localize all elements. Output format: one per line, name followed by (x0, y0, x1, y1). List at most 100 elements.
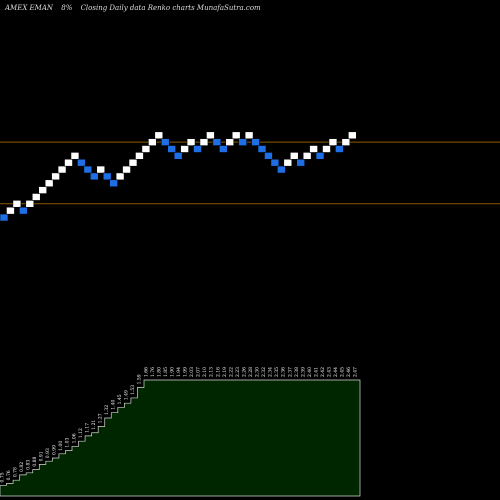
volume-label: 1.40 (111, 400, 117, 410)
volume-label: 2.38 (294, 367, 300, 377)
renko-brick-up (122, 165, 131, 174)
volume-label: 0.91 (39, 451, 45, 461)
caption-label: Closing Daily data Renko charts MunafaSu… (80, 4, 261, 12)
renko-brick-down (315, 152, 325, 160)
volume-label: 1.12 (78, 428, 84, 438)
volume-label: 0.83 (25, 460, 31, 470)
renko-brick-down (77, 158, 86, 167)
volume-label: 2.41 (313, 367, 319, 377)
volume-label: 1.03 (65, 437, 71, 447)
renko-brick-down (193, 145, 202, 153)
level-lines (0, 141, 500, 205)
volume-label: 2.43 (327, 367, 333, 377)
volume-label: 2.34 (268, 367, 274, 377)
volume-label: 2.22 (228, 367, 234, 377)
volume-label: 2.19 (222, 367, 228, 377)
volume-label: 2.44 (333, 367, 339, 377)
renko-brick-up (309, 145, 318, 153)
volume-label: 1.32 (104, 405, 110, 415)
chart-header: AMEX EMAN 8% Closing Daily data Renko ch… (5, 4, 267, 12)
renko-brick-up (51, 172, 60, 181)
renko-brick-up (57, 165, 67, 174)
renko-brick-up (244, 131, 254, 140)
renko-brick-up (283, 158, 293, 167)
volume-label: 1.17 (84, 423, 90, 433)
volume-label: 2.35 (274, 367, 280, 377)
renko-brick-down (238, 138, 247, 146)
renko-brick-up (64, 158, 73, 167)
volume-label: 2.26 (241, 367, 247, 377)
renko-brick-up (347, 131, 357, 140)
volume-label: 2.37 (287, 367, 293, 377)
renko-brick-down (277, 165, 286, 174)
renko-brick-down (0, 213, 9, 222)
renko-brick-down (83, 165, 93, 174)
volume-label: 0.76 (6, 470, 12, 480)
volume-label: 2.42 (320, 367, 326, 377)
renko-brick-up (186, 138, 196, 146)
renko-brick-up (231, 131, 241, 140)
volume-label: 1.94 (176, 367, 182, 377)
volume-label: 1.80 (156, 367, 162, 377)
renko-brick-up (135, 152, 144, 160)
volume-label: 1.85 (163, 367, 169, 377)
volume-label: 2.28 (248, 367, 254, 377)
renko-brick-up (25, 200, 35, 208)
renko-brick-up (289, 152, 299, 160)
volume-label: 2.03 (189, 367, 195, 377)
renko-brick-down (219, 145, 228, 153)
volume-label: 1.90 (169, 367, 175, 377)
volume-label: 0.82 (19, 462, 25, 472)
renko-brick-up (322, 145, 331, 153)
volume-label: 1.00 (58, 441, 64, 451)
volume-label: 2.46 (346, 367, 352, 377)
renko-brick-down (90, 172, 99, 181)
renko-brick-up (148, 138, 157, 146)
volume-labels: 0.75 0.76 0.780.82 0.83 0.880.91 0.93 0.99 1.00… (0, 367, 359, 483)
volume-label: 2.10 (202, 367, 208, 377)
renko-brick-up (96, 165, 106, 174)
renko-brick-down (167, 145, 176, 153)
renko-brick-up (154, 131, 164, 140)
renko-brick-up (328, 138, 338, 146)
renko-brick-down (109, 179, 118, 188)
renko-brick-down (251, 138, 260, 146)
volume-label: 2.32 (261, 367, 267, 377)
renko-brick-down (102, 172, 112, 181)
renko-brick-up (38, 186, 48, 194)
volume-label: 1.45 (117, 394, 123, 404)
renko-brick-up (44, 179, 54, 188)
renko-brick-up (141, 145, 151, 153)
volume-label: 2.40 (307, 367, 313, 377)
renko-brick-up (341, 138, 351, 146)
renko-brick-up (206, 131, 215, 140)
volume-profile (0, 379, 361, 497)
volume-label: 2.23 (235, 367, 241, 377)
renko-brick-up (31, 193, 41, 201)
volume-label: 0.78 (12, 467, 18, 477)
ticker-label: AMEX EMAN (5, 4, 53, 12)
renko-brick-down (296, 158, 306, 167)
renko-brick-up (199, 138, 209, 146)
volume-label: 2.45 (340, 367, 346, 377)
volume-label: 0.88 (32, 456, 38, 466)
volume-label: 1.06 (71, 433, 77, 443)
renko-brick-down (160, 138, 170, 146)
renko-brick-down (257, 145, 267, 153)
renko-brick-down (19, 206, 28, 215)
volume-label: 1.53 (130, 385, 136, 395)
volume-label: 0.99 (52, 445, 58, 455)
volume-label: 2.16 (215, 367, 221, 377)
renko-brick-up (128, 158, 138, 167)
volume-label: 1.99 (183, 367, 189, 377)
volume-label: 0.93 (45, 448, 51, 458)
renko-brick-up (6, 206, 15, 215)
volume-label: 1.27 (97, 413, 103, 423)
volume-label: 0.75 (0, 472, 5, 482)
renko-bricks (0, 131, 357, 222)
renko-brick-down (270, 158, 280, 167)
renko-brick-up (180, 145, 189, 153)
volume-label: 1.66 (143, 367, 149, 377)
volume-label: 2.36 (281, 367, 287, 377)
